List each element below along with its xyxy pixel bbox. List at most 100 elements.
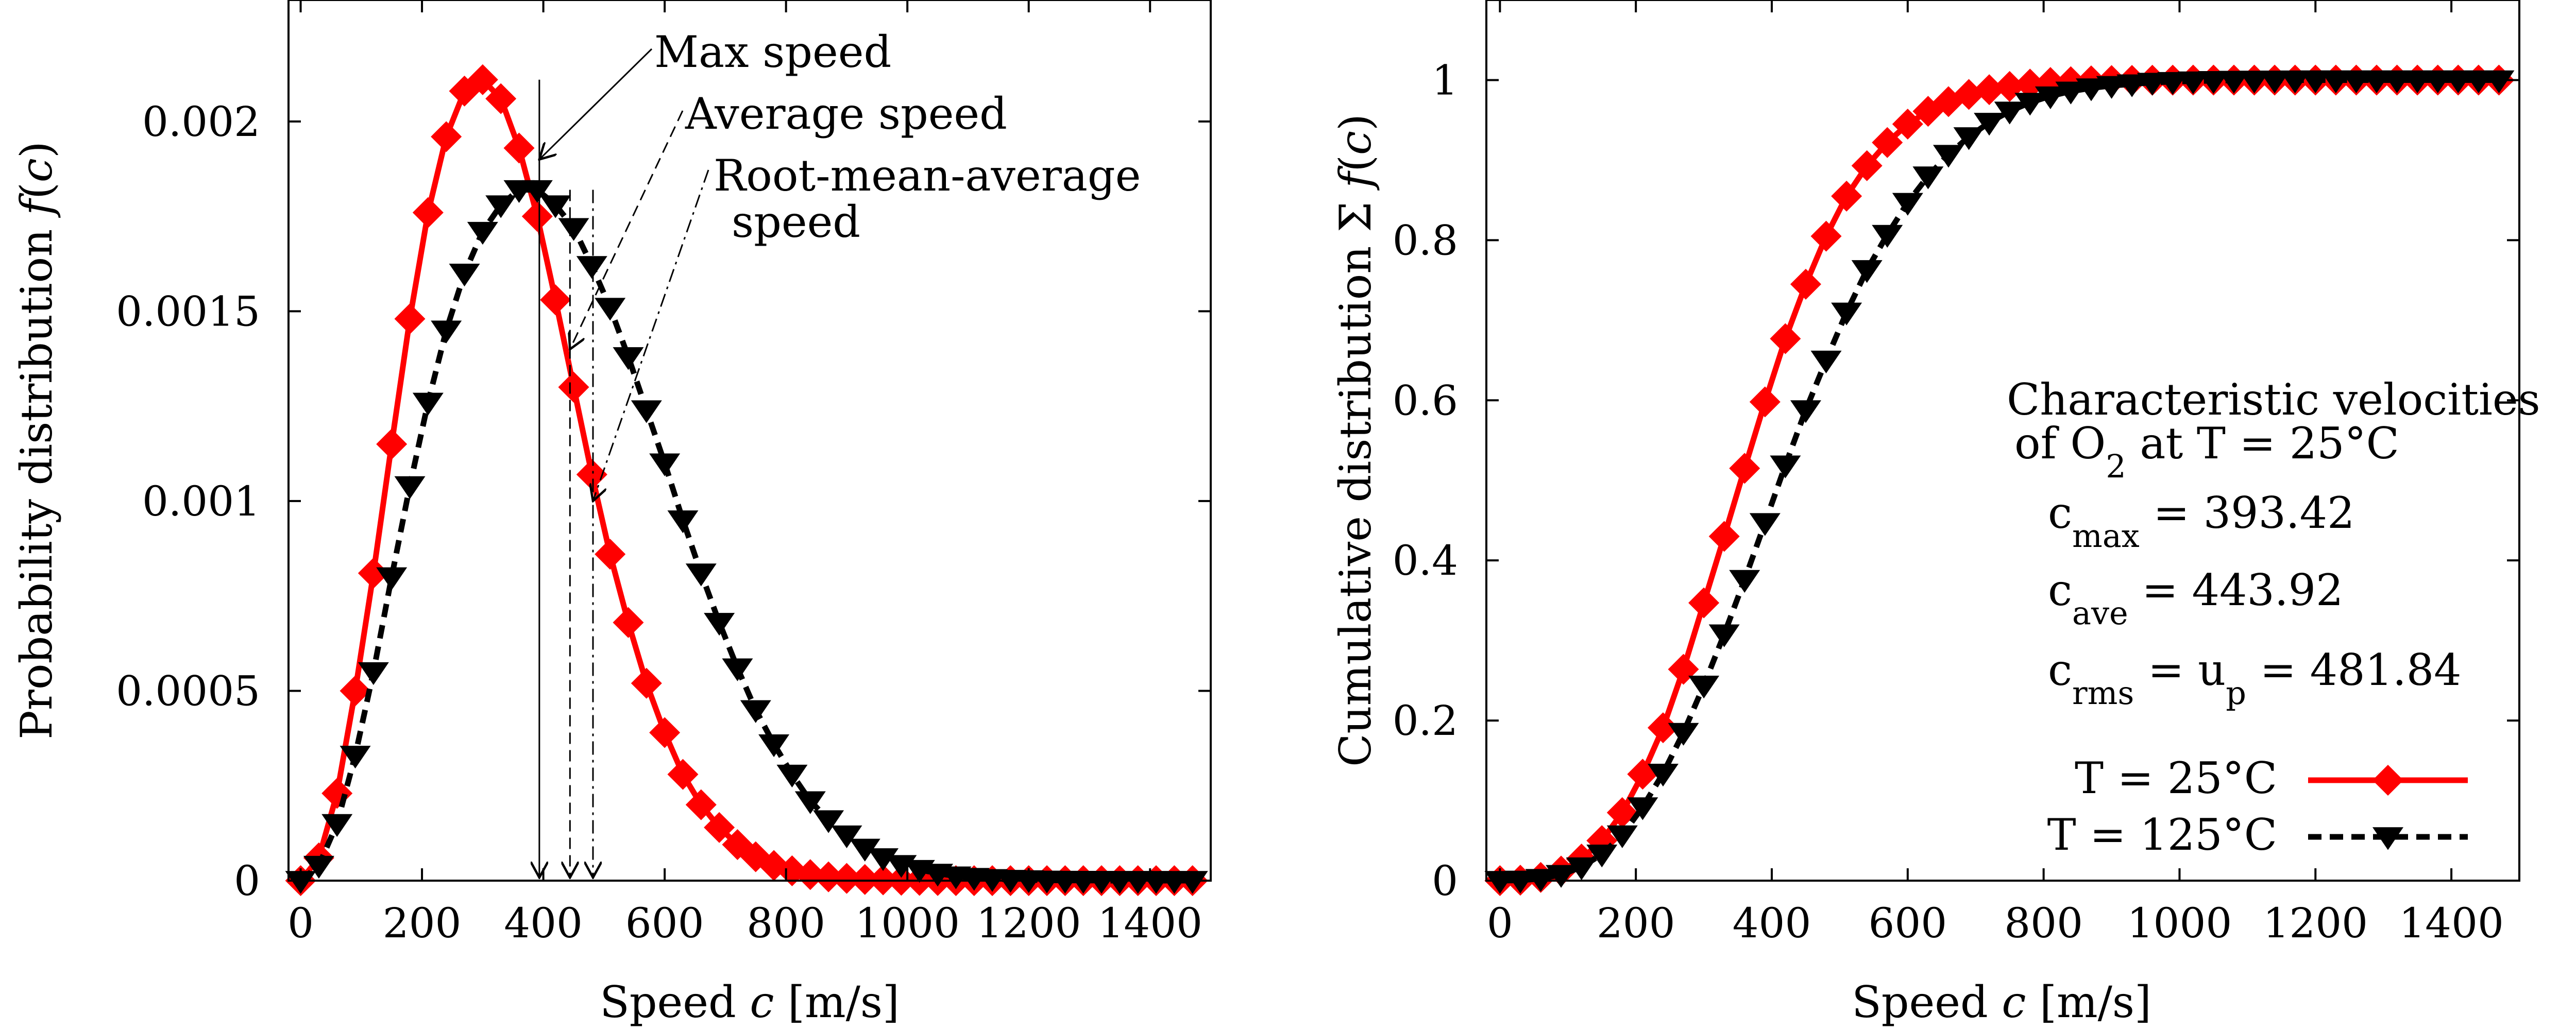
annotation-arrow-2 bbox=[593, 169, 709, 501]
info-box: Characteristic velocities of O2 at T = 2… bbox=[2007, 374, 2540, 712]
right-ticks bbox=[1486, 0, 2519, 882]
left-series-1-point bbox=[649, 453, 681, 476]
right-series-0-point bbox=[1770, 323, 1801, 354]
x-tick-label: 1400 bbox=[2399, 899, 2504, 947]
annotation-rms-speed-line1: Root-mean-average bbox=[714, 150, 1141, 201]
x-tick-label: 1400 bbox=[1097, 899, 1202, 947]
right-series-0-point bbox=[1708, 521, 1740, 552]
right-series-1-point bbox=[1790, 400, 1821, 423]
right-series-1-point bbox=[1851, 260, 1883, 283]
y-tick-label: 0.6 bbox=[1393, 376, 1458, 424]
left-series-1-point bbox=[685, 563, 717, 587]
left-series-0-point bbox=[521, 201, 553, 232]
right-series-1-point bbox=[1974, 113, 2005, 136]
y-tick-label: 0 bbox=[234, 857, 260, 905]
left-series-1-point bbox=[631, 400, 662, 423]
right-series-1-point bbox=[1627, 797, 1658, 820]
legend-swatch-125c bbox=[2308, 827, 2468, 850]
left-series-1-point bbox=[595, 298, 626, 321]
x-tick-label: 400 bbox=[1733, 899, 1811, 947]
left-series-1-point bbox=[576, 256, 607, 279]
left-series-1-point bbox=[758, 734, 790, 758]
right-series-0-point bbox=[1688, 587, 1720, 619]
left-series-0-point bbox=[485, 83, 517, 114]
left-series-0-point bbox=[704, 812, 735, 843]
annotation-rms-speed-line2: speed bbox=[732, 197, 860, 247]
right-series-1-point bbox=[2014, 93, 2046, 116]
right-series-1-point bbox=[2341, 70, 2372, 93]
left-series-0-point bbox=[794, 859, 826, 890]
right-series-1-point bbox=[2218, 71, 2249, 94]
right-series-1-point bbox=[1647, 763, 1679, 787]
info-box-crms: crms = up = 481.84 bbox=[2048, 645, 2462, 712]
right-series-0-line bbox=[1500, 77, 2499, 884]
left-series-0-point bbox=[503, 132, 535, 164]
right-y-axis-label: Cumulative distribution Σ f(c) bbox=[1330, 114, 1381, 767]
x-tick-label: 1200 bbox=[2263, 899, 2368, 947]
right-y-tick-labels: 0 0.2 0.4 0.6 0.8 1 bbox=[1393, 56, 1458, 905]
left-series-1-point bbox=[340, 746, 371, 769]
right-series-1-point bbox=[1606, 825, 1638, 848]
right-series-1-point bbox=[1770, 455, 1801, 478]
left-series-0-point bbox=[649, 717, 681, 748]
right-series-1-point bbox=[2137, 73, 2168, 96]
left-series-0-point bbox=[576, 459, 607, 490]
right-series-1-point bbox=[2443, 70, 2474, 93]
left-x-axis-label: Speed c [m/s] bbox=[600, 977, 900, 1027]
x-tick-label: 0 bbox=[287, 899, 314, 947]
right-series-1-point bbox=[1729, 570, 1760, 593]
left-series-0-point bbox=[467, 64, 498, 95]
annotation-max-speed: Max speed bbox=[654, 27, 891, 77]
y-tick-label: 0.001 bbox=[142, 477, 260, 525]
left-series-0-point bbox=[831, 863, 862, 894]
left-series-0-point bbox=[667, 759, 699, 790]
left-series-1-point bbox=[376, 567, 408, 590]
left-series-0-point bbox=[558, 371, 589, 403]
right-series-1-point bbox=[1708, 624, 1740, 647]
left-series-1-point bbox=[558, 218, 589, 241]
left-series-0-point bbox=[613, 607, 644, 638]
right-series-1-point bbox=[2279, 70, 2311, 94]
chart-left: 0 200 400 600 800 1000 1200 1400 0 0.0005 0.001 0.… bbox=[11, 0, 1212, 1027]
left-series-1-point bbox=[467, 221, 498, 245]
right-series-1-point bbox=[1892, 193, 1923, 216]
right-series-1-point bbox=[1994, 101, 2025, 125]
x-tick-label: 1200 bbox=[976, 899, 1081, 947]
right-series-0-point bbox=[1872, 127, 1903, 158]
left-series-layer bbox=[285, 64, 1208, 896]
left-series-0-point bbox=[376, 428, 408, 460]
right-series-1-point bbox=[1749, 513, 1781, 536]
right-series-1-point bbox=[2239, 71, 2270, 94]
right-series-0-point bbox=[1953, 79, 1985, 110]
left-series-0-point bbox=[394, 303, 426, 335]
left-series-1-point bbox=[321, 814, 353, 837]
left-marker-lines bbox=[539, 79, 593, 878]
left-plot-frame bbox=[287, 0, 1212, 882]
info-box-title-line2: of O2 at T = 25°C bbox=[2014, 418, 2399, 485]
right-series-0-point bbox=[2014, 68, 2046, 100]
right-series-1-point bbox=[1586, 845, 1618, 868]
right-series-1-point bbox=[1504, 870, 1536, 894]
right-series-1-point bbox=[1668, 723, 1699, 746]
right-series-1-point bbox=[2055, 81, 2087, 105]
x-tick-label: 800 bbox=[2004, 899, 2083, 947]
x-tick-label: 200 bbox=[383, 899, 462, 947]
left-series-1-point bbox=[285, 871, 316, 894]
left-ticks bbox=[289, 0, 1211, 882]
y-tick-label: 0.0015 bbox=[116, 287, 260, 335]
right-series-0-point bbox=[1647, 712, 1679, 744]
x-tick-label: 600 bbox=[1868, 899, 1947, 947]
right-series-0-point bbox=[1831, 180, 1862, 212]
left-series-1-point bbox=[849, 838, 880, 862]
chart-right: 0 200 400 600 800 1000 1200 1400 0 0.2 0.4 0.6 0.8 1… bbox=[1330, 0, 2540, 1027]
left-series-1-point bbox=[831, 825, 862, 849]
right-series-1-point bbox=[1566, 857, 1597, 881]
left-series-1-point bbox=[485, 195, 517, 218]
left-series-1-point bbox=[776, 764, 808, 788]
info-box-cave: cave = 443.92 bbox=[2048, 565, 2343, 632]
right-series-1-point bbox=[2075, 78, 2107, 101]
right-series-1-point bbox=[2463, 70, 2494, 93]
right-series-1-point bbox=[2177, 71, 2209, 94]
left-series-1-point bbox=[540, 195, 571, 218]
right-series-1-point bbox=[1810, 350, 1842, 374]
